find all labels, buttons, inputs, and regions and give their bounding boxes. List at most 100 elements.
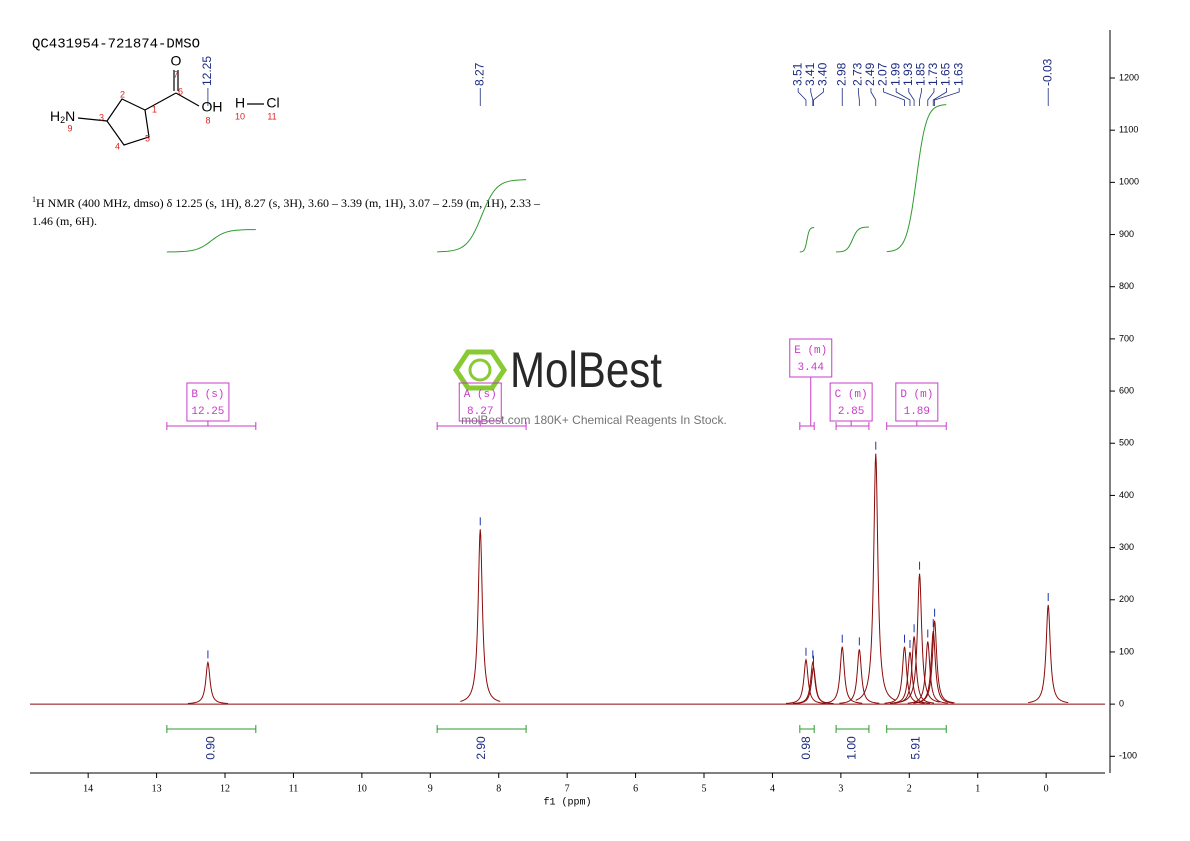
atom-number: 10 — [235, 111, 245, 121]
x-tick-label: 7 — [565, 783, 570, 794]
description-line: 1.46 (m, 6H). — [32, 214, 97, 228]
atom-label: N — [65, 108, 75, 124]
peak-connector — [813, 88, 824, 106]
peak-label: 1.85 — [914, 62, 928, 86]
peak-label: 12.25 — [200, 56, 214, 86]
x-tick-label: 0 — [1044, 783, 1049, 794]
x-tick-label: 8 — [496, 783, 501, 794]
atom-number: 7 — [173, 69, 178, 79]
y-tick-label: 300 — [1119, 542, 1134, 552]
peak — [1028, 604, 1069, 704]
peak — [785, 658, 826, 704]
peak-label: 3.51 — [790, 62, 804, 86]
atom-number: 5 — [145, 133, 150, 143]
peak-label: 2.73 — [851, 62, 865, 86]
peak-label: 1.65 — [939, 62, 953, 86]
atom-number: 8 — [205, 115, 210, 125]
nmr-description: 1H NMR (400 MHz, dmso) δ 12.25 (s, 1H), … — [32, 195, 541, 210]
x-tick-label: 1 — [975, 783, 980, 794]
x-tick-label: 2 — [907, 783, 912, 794]
atom-number: 2 — [120, 89, 125, 99]
atom-number: 6 — [178, 86, 183, 96]
peak — [839, 649, 880, 704]
multiplet-label: C (m) — [835, 389, 868, 401]
y-tick-label: 800 — [1119, 281, 1134, 291]
y-tick-label: 200 — [1119, 594, 1134, 604]
y-tick-label: 1100 — [1119, 125, 1138, 135]
multiplet-shift: 3.44 — [798, 362, 825, 374]
y-tick-label: 600 — [1119, 385, 1134, 395]
atom-number: 9 — [67, 123, 72, 133]
spectrum-title: QC431954-721874-DMSO — [32, 37, 200, 53]
peak-connector — [883, 88, 905, 106]
integral-value: 0.98 — [799, 736, 813, 760]
description-line: H NMR (400 MHz, dmso) δ 12.25 (s, 1H), 8… — [36, 196, 541, 210]
peak — [460, 529, 501, 702]
multiplet-shift: 8.27 — [467, 406, 493, 418]
integral-value: 1.00 — [845, 736, 859, 760]
atom-label: Cl — [266, 95, 279, 111]
y-tick-label: -100 — [1119, 751, 1137, 761]
peak — [855, 453, 896, 701]
x-tick-label: 10 — [357, 783, 367, 794]
integral-curve — [836, 226, 869, 253]
y-tick-label: 700 — [1119, 333, 1134, 343]
multiplet-shift: 12.25 — [191, 406, 224, 418]
logo-icon — [468, 358, 492, 382]
atom-label: H — [50, 108, 60, 124]
peak — [899, 573, 940, 703]
peak-connector — [810, 88, 814, 106]
x-tick-label: 9 — [428, 783, 433, 794]
peak-connector — [932, 88, 947, 106]
atom-number: 3 — [99, 112, 104, 122]
multiplet-label: D (m) — [900, 389, 933, 401]
logo-text: MolBest — [510, 342, 662, 398]
peak-label: 8.27 — [472, 62, 486, 86]
y-tick-label: 1000 — [1119, 177, 1139, 187]
peak-label: 2.07 — [876, 62, 890, 86]
atom-label: O — [171, 53, 182, 69]
multiplet-label: E (m) — [794, 345, 827, 357]
multiplet-shift: 1.89 — [904, 406, 930, 418]
bond — [77, 117, 108, 122]
y-tick-label: 900 — [1119, 229, 1134, 239]
y-tick-label: 400 — [1119, 490, 1134, 500]
peak — [187, 660, 228, 704]
x-tick-label: 3 — [838, 783, 843, 794]
logo-icon — [452, 349, 508, 391]
atom-label: OH — [202, 99, 223, 115]
atom-label: 2 — [60, 115, 65, 125]
atom-number: 11 — [267, 111, 276, 121]
peak-connector — [934, 88, 960, 106]
x-tick-label: 13 — [152, 783, 162, 794]
peak-connector — [919, 88, 922, 106]
x-tick-label: 11 — [289, 783, 299, 794]
ring-bond — [106, 98, 150, 146]
y-tick-label: 0 — [1119, 699, 1124, 709]
bond — [144, 92, 177, 111]
peak-connector — [857, 88, 860, 106]
y-tick-label: 500 — [1119, 438, 1134, 448]
bond — [175, 92, 200, 107]
x-tick-label: 4 — [770, 783, 775, 794]
peak-label: 1.99 — [888, 62, 902, 86]
peak-label: 1.63 — [951, 62, 965, 86]
x-tick-label: 14 — [83, 783, 93, 794]
peak — [822, 646, 863, 704]
peak-connector — [908, 88, 915, 106]
y-tick-label: 100 — [1119, 646, 1134, 656]
peak-connector — [895, 88, 911, 106]
integral-curve — [166, 229, 256, 253]
integral-curve — [799, 227, 815, 253]
x-axis-label: f1 (ppm) — [543, 797, 591, 809]
superscript: 1 — [32, 195, 36, 204]
integral-value: 5.91 — [909, 736, 923, 760]
atom-label: H — [235, 95, 245, 111]
x-tick-label: 12 — [220, 783, 230, 794]
watermark: MolBest molBest.com 180K+ Chemical Reage… — [452, 342, 727, 427]
multiplet-shift: 2.85 — [838, 406, 864, 418]
peak-connector — [870, 88, 877, 106]
peak-label: 1.73 — [926, 62, 940, 86]
